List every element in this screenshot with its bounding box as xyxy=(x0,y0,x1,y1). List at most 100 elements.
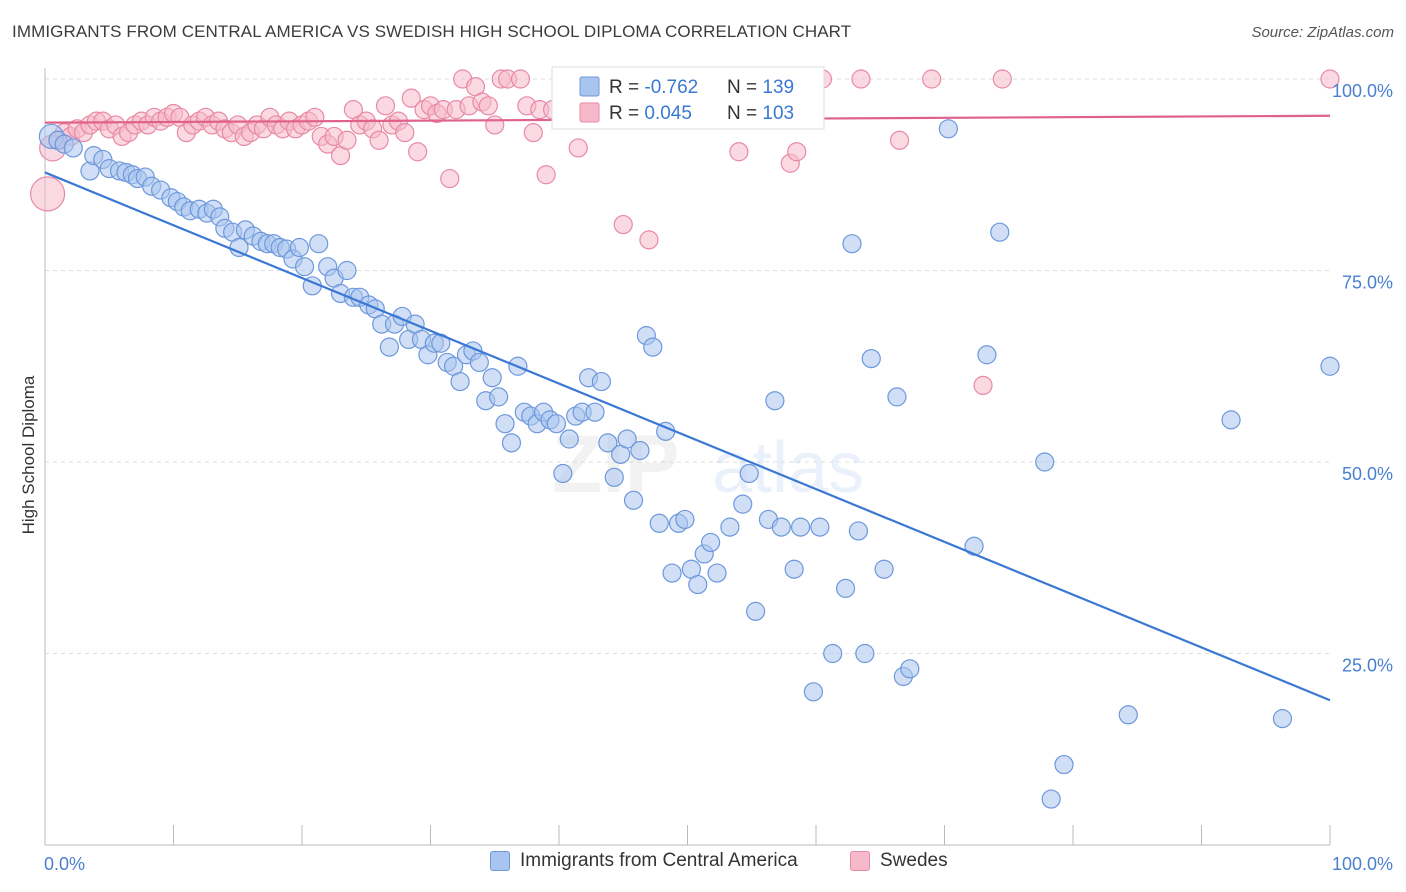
blue-point-120 xyxy=(938,119,958,139)
x-tick-labels: 0.0% 100.0% xyxy=(44,854,1393,874)
pink-point-69 xyxy=(478,96,498,116)
blue-point-98 xyxy=(707,563,727,583)
pink-point-99 xyxy=(1320,69,1340,89)
svg-text:N = 103: N = 103 xyxy=(727,103,794,124)
pink-point-77 xyxy=(536,165,556,185)
source-label: Source: ZipAtlas.com xyxy=(1251,24,1394,41)
correlation-legend: R = -0.762 N = 139 R = 0.045 N = 103 xyxy=(551,66,825,130)
svg-text:R = -0.762: R = -0.762 xyxy=(609,77,698,98)
blue-point-89 xyxy=(649,513,669,533)
blue-point-102 xyxy=(746,601,766,621)
pink-point-98 xyxy=(992,69,1012,89)
pink-point-86 xyxy=(639,230,659,250)
blue-point-115 xyxy=(861,348,881,369)
pink-point-95 xyxy=(889,130,910,150)
pink-point-0 xyxy=(29,176,66,212)
swedes-points xyxy=(29,69,1340,395)
pink-point-70 xyxy=(485,115,505,135)
legend-blue-swatch xyxy=(579,76,600,97)
legend-r-value-2: 0.045 xyxy=(644,103,692,124)
pink-point-57 xyxy=(401,88,421,108)
blue-point-121 xyxy=(964,536,984,556)
blue-point-114 xyxy=(855,643,875,664)
blue-point-80 xyxy=(591,371,612,392)
svg-text:R = 0.045: R = 0.045 xyxy=(609,103,692,124)
legend-n-value-1: 139 xyxy=(762,77,794,98)
pink-point-96 xyxy=(922,69,942,89)
blue-point-91 xyxy=(662,563,682,583)
y-tick-label-1: 50.0% xyxy=(1342,464,1393,484)
legend-swatch-swedes xyxy=(850,851,870,871)
blue-point-109 xyxy=(810,517,830,537)
blue-point-41 xyxy=(337,260,357,281)
blue-point-126 xyxy=(1054,754,1074,775)
legend-item-central-america: Immigrants from Central America xyxy=(490,850,798,872)
watermark: ZIP atlas xyxy=(552,419,864,510)
legend-pink-swatch xyxy=(579,102,600,123)
pink-point-47 xyxy=(337,130,357,150)
bottom-legend: Immigrants from Central America Swedes xyxy=(0,850,1406,880)
legend-r-label-1: R = xyxy=(609,77,644,98)
pink-point-94 xyxy=(851,69,871,89)
trend-lines xyxy=(44,114,1331,702)
blue-point-3 xyxy=(63,138,83,158)
blue-point-111 xyxy=(835,578,856,598)
blue-point-128 xyxy=(1221,410,1241,430)
blue-point-73 xyxy=(546,414,567,434)
blue-point-105 xyxy=(771,517,791,537)
blue-point-82 xyxy=(604,467,624,487)
blue-point-47 xyxy=(379,337,399,357)
blue-point-112 xyxy=(842,234,862,254)
blue-point-113 xyxy=(848,521,869,541)
trend-line-central-america xyxy=(44,171,1331,702)
pink-point-73 xyxy=(510,69,531,89)
blue-point-106 xyxy=(784,559,804,579)
blue-point-127 xyxy=(1118,705,1138,725)
blue-point-81 xyxy=(598,433,618,453)
axes xyxy=(44,68,1331,846)
blue-point-86 xyxy=(630,440,650,461)
pink-point-92 xyxy=(787,142,807,162)
blue-point-117 xyxy=(887,387,907,407)
pink-point-88 xyxy=(729,142,749,162)
blue-point-35 xyxy=(294,257,315,277)
blue-point-101 xyxy=(739,463,759,484)
blue-point-123 xyxy=(990,222,1010,242)
blue-point-93 xyxy=(675,509,695,530)
blue-point-130 xyxy=(1320,356,1340,376)
legend-n-value-2: 103 xyxy=(762,103,794,124)
blue-point-34 xyxy=(289,237,310,258)
blue-point-119 xyxy=(900,659,920,679)
y-tick-label-0: 25.0% xyxy=(1342,656,1393,676)
blue-point-125 xyxy=(1041,789,1061,809)
chart-title: IMMIGRANTS FROM CENTRAL AMERICA VS SWEDI… xyxy=(12,22,852,41)
blue-point-108 xyxy=(803,682,824,702)
legend-label-swedes: Swedes xyxy=(880,850,948,871)
blue-point-110 xyxy=(823,643,843,664)
blue-point-63 xyxy=(482,368,502,388)
blue-point-122 xyxy=(977,345,997,365)
pink-point-75 xyxy=(523,123,543,143)
pink-point-53 xyxy=(375,96,396,116)
blue-point-107 xyxy=(790,517,811,537)
legend-swatch-central-america xyxy=(490,851,510,871)
central-america-points xyxy=(38,119,1340,809)
blue-point-100 xyxy=(733,494,753,514)
pink-point-85 xyxy=(613,214,633,235)
blue-point-116 xyxy=(874,559,894,579)
pink-point-81 xyxy=(568,138,588,158)
blue-point-84 xyxy=(617,429,637,449)
blue-point-85 xyxy=(623,490,644,510)
pink-point-58 xyxy=(408,142,428,162)
y-tick-label-2: 75.0% xyxy=(1342,273,1393,293)
blue-point-99 xyxy=(720,517,740,537)
pink-point-52 xyxy=(369,130,389,150)
x-tick-label-1: 100.0% xyxy=(1332,854,1393,874)
legend-n-label-2: N = xyxy=(727,103,762,124)
blue-point-129 xyxy=(1272,709,1293,729)
pink-point-42 xyxy=(305,107,325,127)
legend-item-swedes: Swedes xyxy=(850,850,948,872)
blue-point-104 xyxy=(765,391,785,411)
blue-point-37 xyxy=(309,234,329,254)
